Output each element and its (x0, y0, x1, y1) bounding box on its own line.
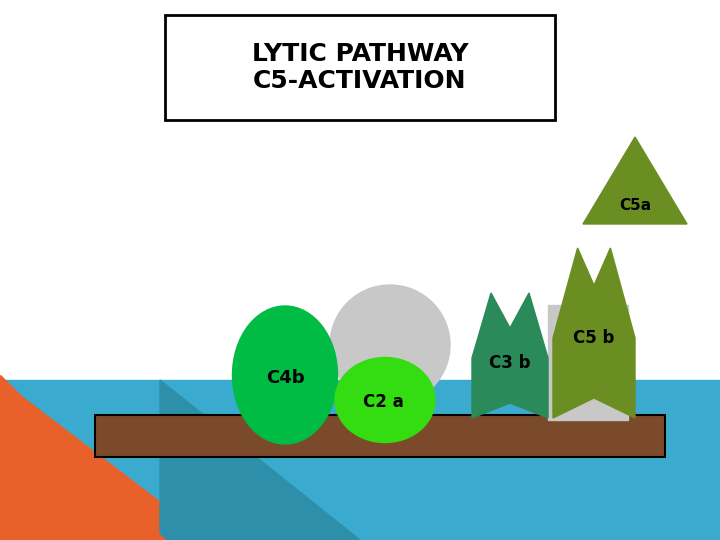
Bar (95, 415, 665, 457)
Polygon shape (0, 375, 165, 540)
Polygon shape (160, 380, 360, 540)
Text: C3 b: C3 b (490, 354, 531, 372)
Circle shape (330, 285, 450, 405)
Text: C4b: C4b (266, 369, 305, 387)
Polygon shape (0, 380, 210, 540)
Bar (548, 305, 628, 420)
Polygon shape (472, 293, 548, 418)
Bar (165, 15, 555, 120)
Polygon shape (0, 380, 720, 540)
Ellipse shape (335, 357, 435, 442)
Text: C5a: C5a (619, 198, 651, 213)
Text: C2 a: C2 a (363, 393, 403, 411)
Polygon shape (583, 137, 687, 224)
Ellipse shape (233, 306, 338, 444)
Polygon shape (553, 248, 635, 418)
Text: C5 b: C5 b (573, 329, 615, 347)
Text: LYTIC PATHWAY
C5-ACTIVATION: LYTIC PATHWAY C5-ACTIVATION (252, 42, 468, 93)
